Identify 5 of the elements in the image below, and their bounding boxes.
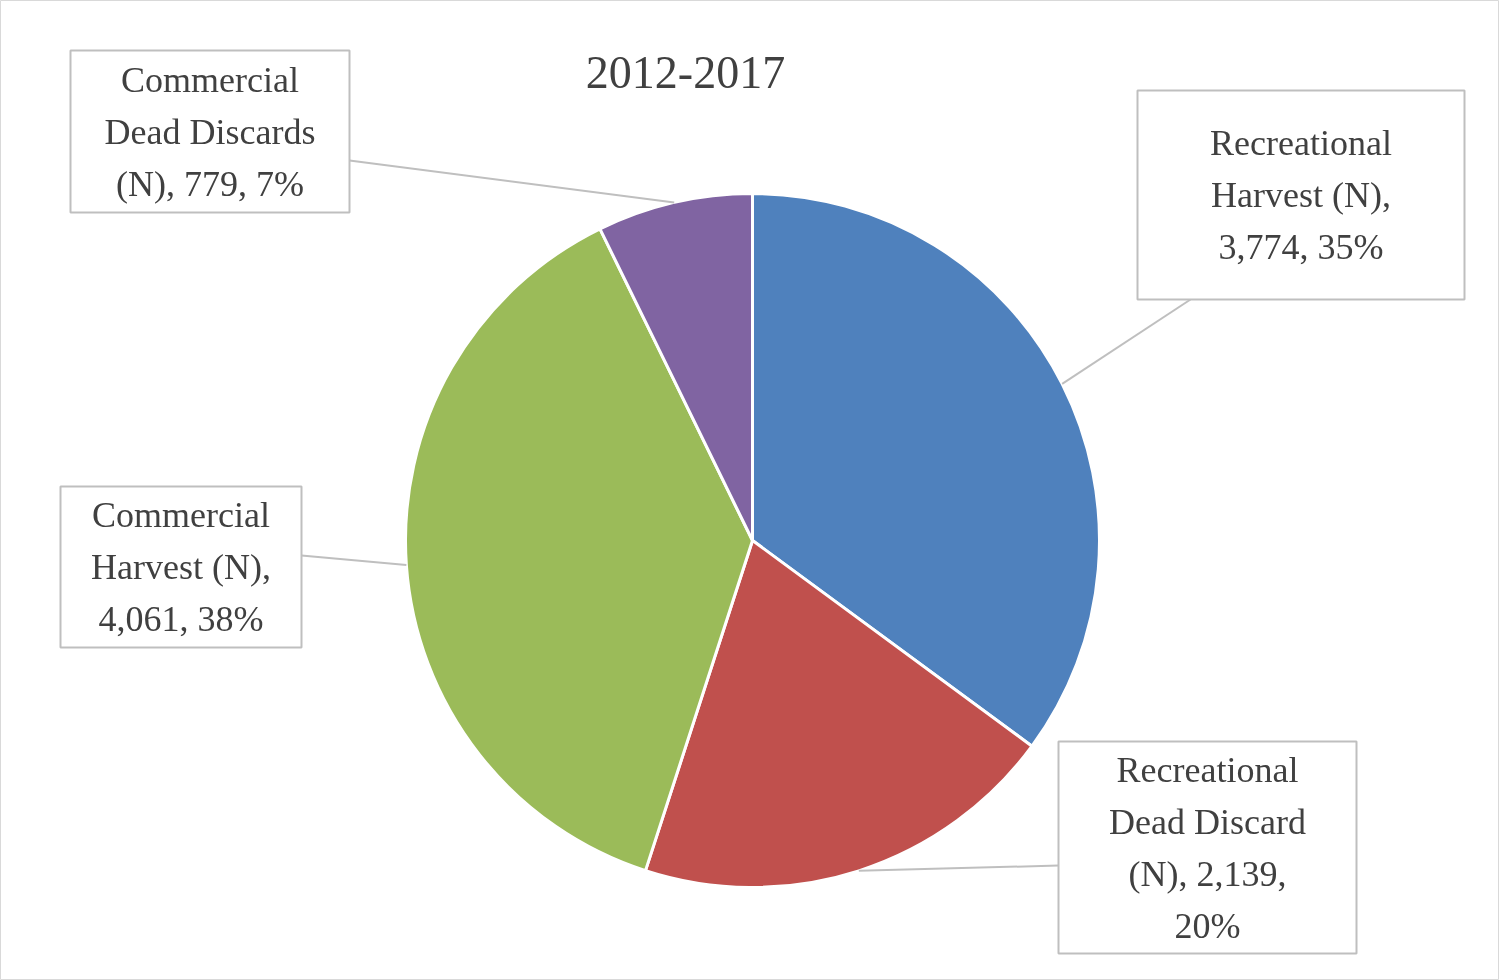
slice-label: Commercial Dead Discards (N), 779, 7% [104,59,316,204]
slice-label: Recreational Dead Discard (N), 2,139, 20% [1109,749,1306,946]
chart-title: 2012-2017 [585,47,786,98]
slice-label: Recreational Harvest (N), 3,774, 35% [1210,123,1392,267]
slice-label: Commercial Harvest (N), 4,061, 38% [91,495,271,639]
